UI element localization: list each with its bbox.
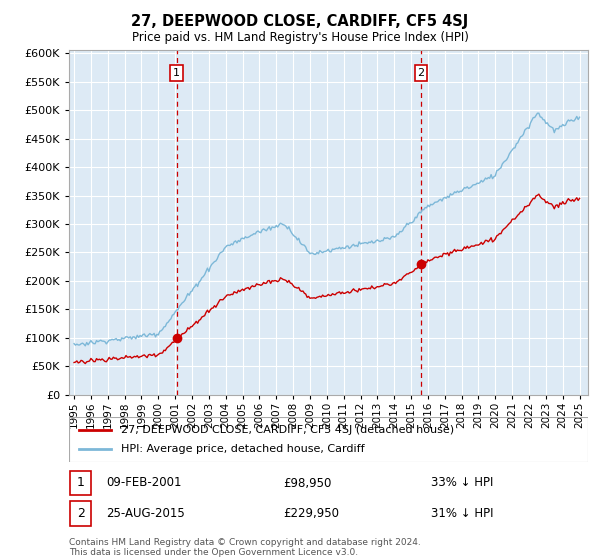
Text: 33% ↓ HPI: 33% ↓ HPI (431, 477, 493, 489)
Text: 25-AUG-2015: 25-AUG-2015 (106, 507, 185, 520)
Text: Price paid vs. HM Land Registry's House Price Index (HPI): Price paid vs. HM Land Registry's House … (131, 31, 469, 44)
Text: 31% ↓ HPI: 31% ↓ HPI (431, 507, 493, 520)
Text: 2: 2 (418, 68, 424, 78)
Text: Contains HM Land Registry data © Crown copyright and database right 2024.
This d: Contains HM Land Registry data © Crown c… (69, 538, 421, 557)
Bar (70, 470, 91, 495)
Text: HPI: Average price, detached house, Cardiff: HPI: Average price, detached house, Card… (121, 445, 365, 455)
Text: £98,950: £98,950 (283, 477, 331, 489)
Text: 1: 1 (77, 477, 85, 489)
Text: 2: 2 (77, 507, 85, 520)
Text: 27, DEEPWOOD CLOSE, CARDIFF, CF5 4SJ (detached house): 27, DEEPWOOD CLOSE, CARDIFF, CF5 4SJ (de… (121, 424, 454, 435)
Text: £229,950: £229,950 (283, 507, 339, 520)
Text: 1: 1 (173, 68, 180, 78)
Text: 09-FEB-2001: 09-FEB-2001 (106, 477, 181, 489)
Text: 27, DEEPWOOD CLOSE, CARDIFF, CF5 4SJ: 27, DEEPWOOD CLOSE, CARDIFF, CF5 4SJ (131, 14, 469, 29)
Bar (70, 502, 91, 526)
